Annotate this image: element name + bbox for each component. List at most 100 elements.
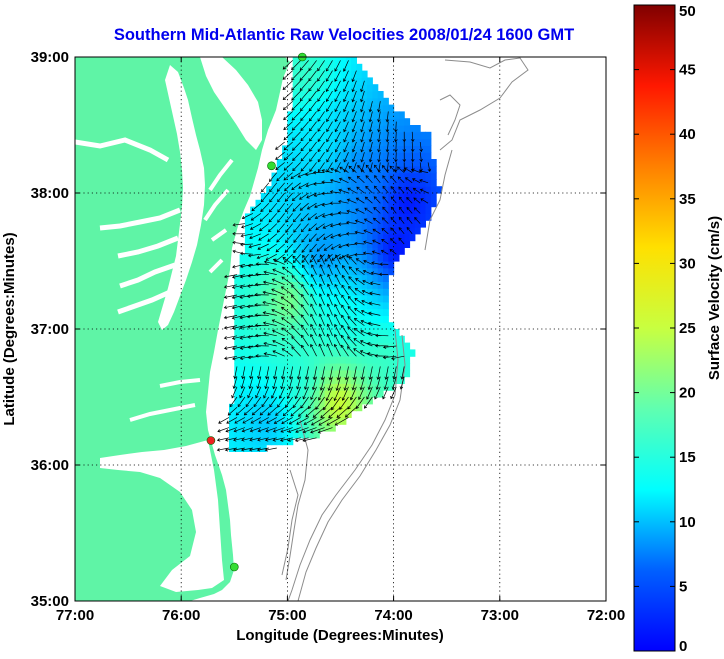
velocity-cell xyxy=(404,131,411,140)
velocity-arrow xyxy=(364,207,373,214)
velocity-cell xyxy=(298,417,304,425)
velocity-cell xyxy=(340,295,347,303)
velocity-arrow xyxy=(368,311,381,316)
velocity-cell xyxy=(329,70,336,78)
velocity-cell xyxy=(335,152,342,160)
velocity-cell xyxy=(298,213,304,221)
velocity-cell xyxy=(377,342,384,350)
velocity-cell xyxy=(409,193,416,201)
velocity-cell xyxy=(244,267,251,276)
velocity-arrow xyxy=(366,386,373,400)
velocity-cell xyxy=(298,165,304,174)
velocity-cell xyxy=(335,186,342,194)
velocity-cell xyxy=(367,288,373,296)
velocity-cell xyxy=(345,240,352,248)
velocity-arrow xyxy=(292,162,301,172)
velocity-cell xyxy=(356,233,363,242)
velocity-arrow xyxy=(374,386,381,400)
velocity-cell xyxy=(292,179,299,187)
velocity-cell xyxy=(329,349,336,357)
velocity-arrow xyxy=(291,275,301,286)
velocity-cell xyxy=(313,91,320,99)
velocity-arrow xyxy=(301,283,309,296)
velocity-cell xyxy=(239,369,246,378)
velocity-cell xyxy=(388,240,395,248)
velocity-cell xyxy=(388,227,395,235)
velocity-cell xyxy=(361,91,368,99)
velocity-arrow xyxy=(285,396,293,408)
velocity-arrow xyxy=(326,417,341,426)
velocity-arrow xyxy=(316,243,325,252)
velocity-cell xyxy=(340,227,347,235)
velocity-cell xyxy=(250,240,257,248)
velocity-cell xyxy=(340,397,347,405)
velocity-arrow xyxy=(368,301,381,306)
velocity-cell xyxy=(298,77,304,85)
velocity-arrow xyxy=(413,207,421,214)
velocity-cell xyxy=(313,356,320,364)
velocity-arrow xyxy=(276,223,285,233)
velocity-arrow xyxy=(382,185,389,194)
velocity-cell xyxy=(383,233,389,242)
velocity-cell xyxy=(287,145,294,153)
velocity-cell xyxy=(335,206,342,214)
velocity-cell xyxy=(356,111,363,119)
velocity-cell xyxy=(372,288,379,296)
velocity-arrow xyxy=(325,386,333,402)
delaware-station-marker[interactable] xyxy=(267,161,276,171)
velocity-arrow xyxy=(249,366,254,380)
velocity-cell xyxy=(383,199,389,208)
velocity-cell xyxy=(367,111,373,119)
velocity-arrow xyxy=(291,121,301,131)
velocity-cell xyxy=(351,369,357,378)
velocity-cell xyxy=(393,220,400,228)
velocity-cell xyxy=(324,213,331,221)
velocity-arrow xyxy=(303,376,309,390)
velocity-cell xyxy=(271,369,278,378)
velocity-cell xyxy=(340,70,347,78)
hatteras-station-marker[interactable] xyxy=(230,562,239,572)
velocity-cell xyxy=(329,301,336,310)
velocity-cell xyxy=(398,145,405,153)
velocity-cell xyxy=(414,227,421,235)
velocity-cell xyxy=(319,335,326,344)
velocity-cell xyxy=(313,84,320,92)
velocity-arrow xyxy=(280,306,293,316)
velocity-cell xyxy=(377,267,384,276)
velocity-cell xyxy=(367,254,373,262)
velocity-arrow xyxy=(300,141,309,152)
velocity-cell xyxy=(345,152,352,160)
duck-station-marker[interactable] xyxy=(206,436,216,445)
velocity-cell xyxy=(292,288,299,296)
velocity-arrow xyxy=(276,182,285,193)
velocity-arrow xyxy=(377,111,381,123)
velocity-cell xyxy=(361,390,368,398)
velocity-arrow xyxy=(261,182,270,193)
velocity-cell xyxy=(383,342,389,350)
velocity-arrow xyxy=(239,284,253,289)
velocity-cell xyxy=(244,322,251,330)
velocity-arrow xyxy=(398,216,405,224)
velocity-arrow xyxy=(329,190,341,194)
velocity-arrow xyxy=(301,274,309,285)
velocity-arrow xyxy=(362,279,373,286)
velocity-arrow xyxy=(283,141,293,151)
velocity-cell xyxy=(340,152,347,160)
velocity-cell xyxy=(430,186,437,194)
velocity-cell xyxy=(372,104,379,112)
velocity-cell xyxy=(361,193,368,201)
velocity-arrow xyxy=(384,366,389,380)
velocity-cell xyxy=(351,288,357,296)
velocity-cell xyxy=(234,295,241,303)
velocity-cell xyxy=(266,424,273,432)
velocity-arrow xyxy=(255,386,262,399)
velocity-cell xyxy=(255,356,262,364)
velocity-arrow xyxy=(390,175,397,184)
velocity-cell xyxy=(356,342,363,350)
velocity-arrow xyxy=(240,223,254,229)
velocity-cell xyxy=(229,417,235,425)
velocity-cell xyxy=(383,301,389,310)
velocity-arrow xyxy=(326,111,333,123)
velocity-cell xyxy=(266,254,273,262)
velocity-cell xyxy=(260,274,267,282)
